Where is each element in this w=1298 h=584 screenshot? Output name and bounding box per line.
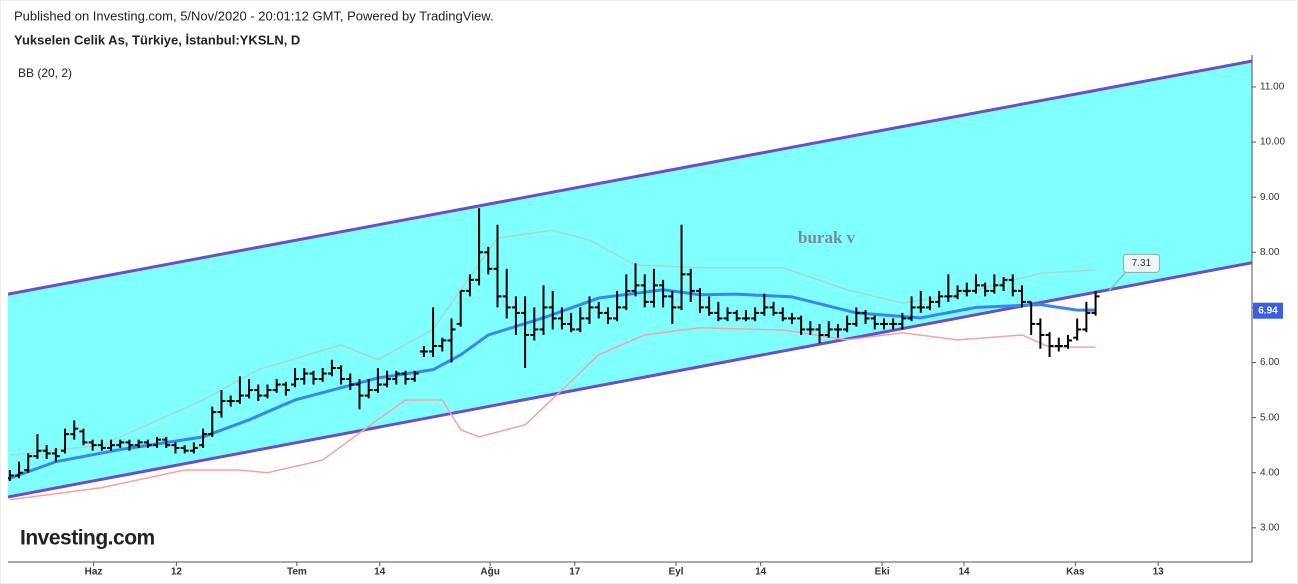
y-tick-label: 8.00 [1260,247,1280,258]
x-tick-label: 14 [374,567,386,578]
y-tick-label: 9.00 [1260,192,1280,203]
x-tick-label: Ağu [480,567,499,578]
x-tick-label: 17 [569,567,581,578]
bb-mid [9,288,1096,480]
callout-pointer [1108,269,1128,291]
x-tick-label: Eki [875,567,890,578]
plot: 3.004.005.006.007.008.009.0010.0011.00Ha… [8,55,1285,578]
x-tick-label: 13 [1153,567,1165,578]
callout-label: 7.31 [1132,258,1152,269]
x-tick-label: 14 [958,567,970,578]
x-tick-label: Haz [85,567,103,578]
last-price-tag [1253,302,1283,319]
channel-line [8,261,1252,499]
x-tick-label: 12 [171,567,183,578]
y-tick-label: 11.00 [1260,82,1285,93]
channel-line [8,59,1252,296]
published: Published on Investing.com, 5/Nov/2020 -… [14,8,494,23]
logo: Investing.com [20,527,155,550]
y-tick-label: 3.00 [1260,522,1280,533]
annotation: burak v [798,228,856,247]
x-tick-label: Tem [287,567,307,578]
bb-upper [9,229,1096,456]
y-tick-label: 5.00 [1260,412,1280,423]
x-tick-label: 14 [755,567,767,578]
bb-lower [9,327,1096,501]
plot-area [8,59,1252,501]
channel-fill [8,61,1252,497]
last-price-label: 6.94 [1258,305,1278,316]
callout-box [1122,253,1160,273]
x-tick-label: Eyl [668,567,683,578]
chart-title: Yukselen Celik As, Türkiye, İstanbul:YKS… [14,32,300,47]
indicator-label: BB (20, 2) [18,66,72,80]
y-tick-label: 10.00 [1260,137,1285,148]
y-tick-label: 4.00 [1260,467,1280,478]
x-tick-label: Kas [1066,567,1085,578]
y-tick-label: 6.00 [1260,357,1280,368]
